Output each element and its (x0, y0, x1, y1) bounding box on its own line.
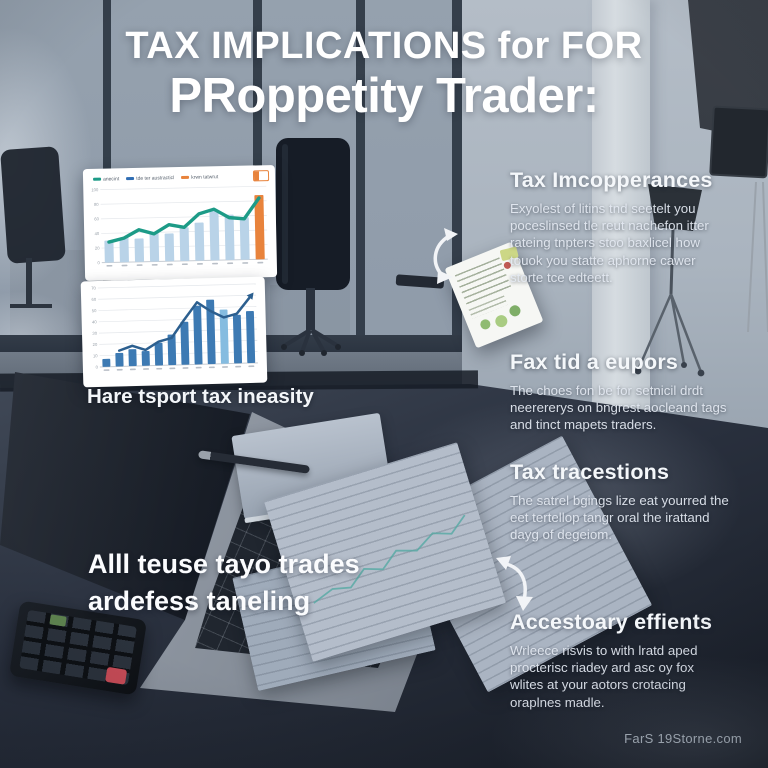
chart-canvas: 0 10 20 30 40 50 60 70 (91, 283, 258, 371)
svg-text:60: 60 (94, 216, 99, 221)
section-accestoary-effients: Accestoary effients Wrleece risvis to wi… (510, 610, 730, 711)
left-note: Alll teuse tayo trades ardefess taneling (88, 546, 360, 620)
legend-color-dash (181, 176, 190, 179)
calculator-red-key (105, 666, 128, 685)
card-green-chart-blob (478, 317, 492, 331)
left-note-line-1: Alll teuse tayo trades (88, 549, 360, 579)
bar-chart-card: 0 10 20 30 40 50 60 70 (80, 276, 268, 388)
section-tax-tracestions: Tax tracestions The satrel bgings lize e… (510, 460, 730, 544)
svg-text:70: 70 (91, 286, 96, 291)
bar-line-chart: 0 10 20 30 40 50 60 70 (85, 280, 263, 377)
svg-text:50: 50 (92, 308, 97, 313)
left-note-line-2: ardefess taneling (88, 586, 311, 616)
svg-text:0: 0 (95, 364, 98, 369)
office-chair-center (276, 138, 350, 356)
card-green-chart-blob (507, 303, 523, 318)
chart-canvas: 0 20 40 60 80 100 (91, 185, 268, 267)
legend-item: tde ter austracticl (126, 175, 174, 182)
svg-text:60: 60 (91, 297, 96, 302)
legend-item: krwn tatwrut (181, 174, 218, 181)
section-body: Exyolest of litins tnd seetelt you poces… (510, 201, 709, 285)
window-mullion (356, 0, 365, 352)
svg-text:80: 80 (94, 202, 99, 207)
title-line-2: PRoppetity Trader: (169, 69, 599, 123)
legend-color-dash (126, 177, 135, 180)
paper-line-chart (313, 514, 466, 604)
card-green-chart-blob (493, 313, 510, 329)
section-heading: Tax tracestions (510, 460, 670, 484)
svg-text:40: 40 (94, 231, 99, 236)
section-heading: Fax tid a eupors (510, 350, 679, 374)
svg-text:20: 20 (93, 342, 98, 347)
title-line-1: TAX IMPLICATIONS for FOR (125, 25, 643, 67)
section-body: Wrleece risvis to with lratd aped procte… (510, 643, 698, 710)
svg-text:40: 40 (92, 319, 97, 324)
section-body: The choes fon be for setnicil drdt neere… (510, 383, 727, 433)
svg-text:0: 0 (97, 260, 100, 265)
svg-text:100: 100 (91, 187, 99, 192)
curved-arrow-icon (433, 228, 458, 284)
legend-orange-box-icon (252, 170, 270, 182)
section-heading: Accestoary effients (510, 610, 713, 634)
curved-arrow-icon (496, 556, 533, 611)
bar-line-chart: 0 20 40 60 80 100 (87, 182, 273, 272)
section-heading: Tax Imcopperances (510, 168, 713, 192)
section-tax-imcopperances: Tax Imcopperances Exyolest of litins tnd… (510, 168, 730, 286)
legend-color-dash (93, 177, 102, 181)
watermark: FarS 19Storne.com (624, 731, 742, 746)
document-paper-with-chart (263, 442, 507, 662)
legend-item: anecint (93, 176, 119, 183)
window-mullion (452, 0, 462, 352)
charts-caption: Hare tsport tax ineasity (87, 385, 314, 408)
svg-text:10: 10 (93, 353, 98, 358)
legend-label: anecint (103, 175, 120, 183)
svg-text:20: 20 (95, 246, 100, 251)
legend-label: tde ter austracticl (136, 174, 175, 182)
legend-label: krwn tatwrut (191, 173, 219, 181)
section-fax-tid-a-eupors: Fax tid a eupors The choes fon be for se… (510, 350, 730, 434)
svg-text:30: 30 (92, 331, 97, 336)
section-body: The satrel bgings lize eat yourred the e… (510, 493, 729, 543)
page-title: TAX IMPLICATIONS for FOR PRoppetity Trad… (0, 24, 768, 124)
office-chair-left (0, 146, 66, 308)
combo-chart-card: anecint tde ter austracticl krwn tatwrut 0… (82, 165, 278, 281)
